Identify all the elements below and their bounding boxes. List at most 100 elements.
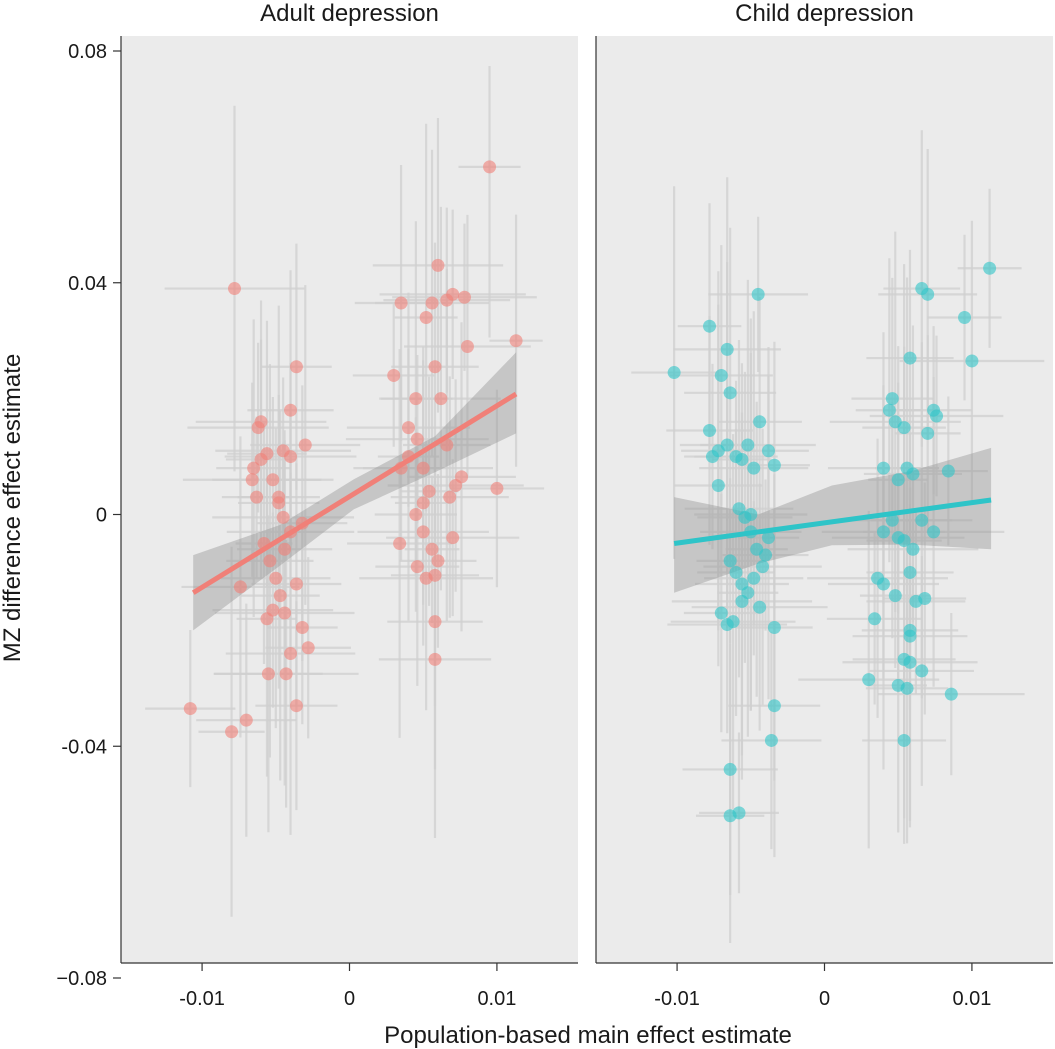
y-tick-label: 0.04 [68,273,107,295]
data-point [941,464,955,478]
y-tick-label: -0.04 [61,736,107,758]
data-point [983,261,997,275]
data-point [228,282,242,296]
data-point [284,403,298,417]
data-point [284,647,298,661]
data-point [416,461,430,475]
data-point [667,366,681,380]
panel-title: Adult depression [260,0,439,27]
data-point [921,426,935,440]
data-point [944,687,958,701]
data-point [387,368,401,382]
x-axis-label: Population-based main effect estimate [384,1022,792,1049]
data-point [703,319,717,333]
data-point [918,592,932,606]
data-point [289,360,303,374]
data-point [394,296,408,310]
data-point [876,461,890,475]
data-point [409,392,423,406]
data-point [958,311,972,325]
data-point [915,664,929,678]
data-point [276,510,290,524]
data-point [747,461,761,475]
data-point [720,342,734,356]
data-point [279,667,293,681]
data-points [667,261,997,823]
data-point [751,287,765,301]
data-point [295,620,309,634]
data-point [903,629,917,643]
data-point [735,594,749,608]
data-point [278,606,292,620]
data-point [735,452,749,466]
data-point [254,415,268,429]
data-point [289,699,303,713]
data-point [431,258,445,272]
data-point [921,287,935,301]
data-point [732,806,746,820]
y-tick-label: 0.08 [68,41,107,63]
data-point [460,339,474,353]
data-point [425,296,439,310]
data-point [431,554,445,568]
data-point [862,673,876,687]
data-point [764,733,778,747]
data-point [428,568,442,582]
data-point [723,386,737,400]
data-point [703,423,717,437]
data-point [416,496,430,510]
x-tick-label: 0.01 [477,988,516,1010]
data-point [753,600,767,614]
data-point [729,565,743,579]
data-point [891,473,905,487]
data-point [897,534,911,548]
data-point [225,725,239,739]
panel-background [121,36,578,963]
data-point [233,580,247,594]
data-point [767,699,781,713]
data-point [711,479,725,493]
data-point [425,542,439,556]
data-point [457,290,471,304]
data-point [753,415,767,429]
data-point [868,612,882,626]
data-point [906,542,920,556]
data-point [767,458,781,472]
data-point [183,702,197,716]
data-point [416,525,430,539]
data-point [509,334,523,348]
data-point [446,531,460,545]
data-point [885,392,899,406]
panel-adult: Adult depression -0.01 0 0.01 [120,0,578,1010]
data-point [269,571,283,585]
data-point [263,554,277,568]
data-point [247,461,261,475]
fit-line [191,391,518,595]
data-point [434,392,448,406]
data-point [761,531,775,545]
data-point [876,577,890,591]
panel-child: Child depression -0.01 0 0.01 [595,0,1053,1010]
data-point [266,603,280,617]
data-point [440,438,454,452]
data-point [266,473,280,487]
data-point [443,490,457,504]
data-point [761,444,775,458]
data-point [410,432,424,446]
data-point [741,438,755,452]
data-point [284,450,298,464]
data-point [483,160,497,174]
data-point [428,615,442,629]
x-tick-label: -0.01 [179,988,225,1010]
data-point [393,536,407,550]
data-point [428,360,442,374]
data-point [903,565,917,579]
data-point [298,438,312,452]
data-point [301,641,315,655]
x-tick-label: 0.01 [952,988,991,1010]
data-point [289,577,303,591]
data-point [756,560,770,574]
data-point [903,655,917,669]
data-point [897,733,911,747]
